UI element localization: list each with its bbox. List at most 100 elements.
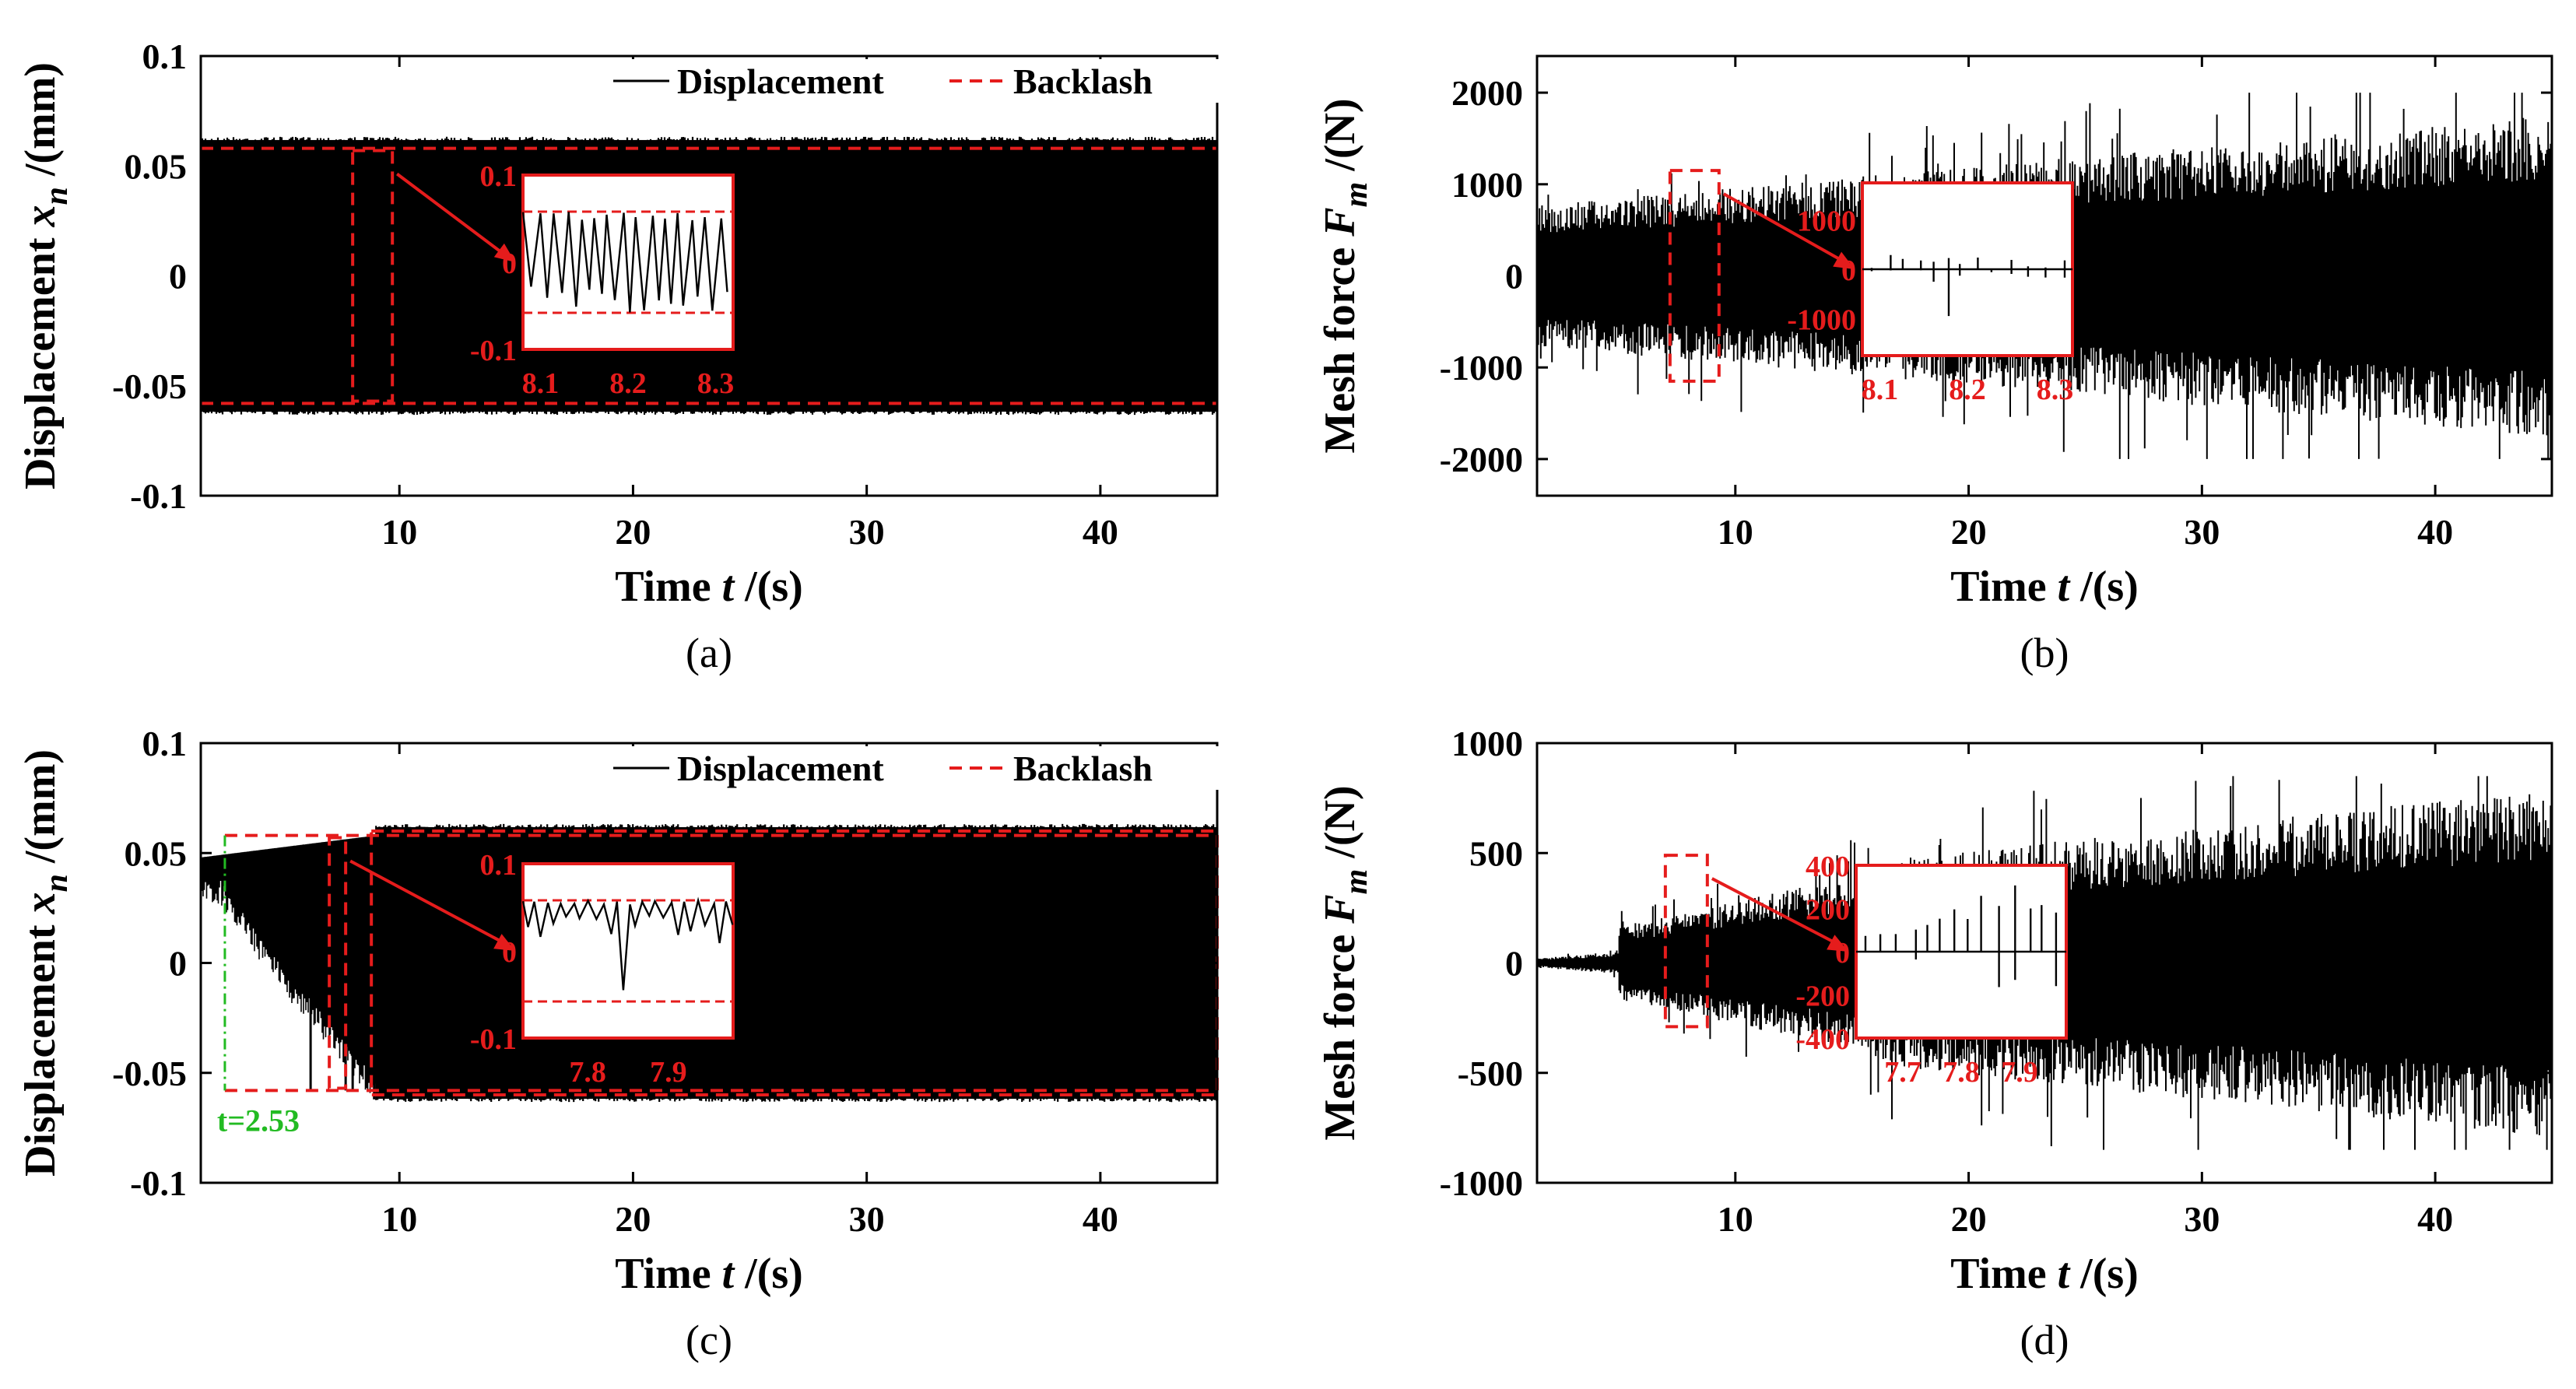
panel-caption: (d) xyxy=(2020,1317,2069,1363)
x-axis-label-unit: /(s) xyxy=(734,563,803,611)
inset-x-tick-label: 7.7 xyxy=(1884,1056,1921,1089)
x-axis-label-var: t xyxy=(722,1250,735,1298)
zoom-arrowhead xyxy=(1827,935,1848,952)
legend-entry-displacement: Displacement xyxy=(677,749,884,788)
x-axis-label-text: Time xyxy=(1950,1250,2057,1298)
x-tick-label: 20 xyxy=(1951,512,1987,552)
zoom-arrowhead xyxy=(493,243,515,262)
inset-x-tick-label: 8.3 xyxy=(2037,374,2074,406)
x-tick-label: 30 xyxy=(2184,512,2220,552)
x-axis-label-text: Time xyxy=(615,563,721,611)
x-axis-label-unit: /(s) xyxy=(2069,1250,2139,1298)
legend-entry-backlash: Backlash xyxy=(1013,749,1153,788)
y-axis-label: Displacement xn /(mm) xyxy=(16,62,75,489)
inset-y-tick-label: -0.1 xyxy=(470,1023,517,1056)
y-axis-label-unit: /(mm) xyxy=(16,62,65,187)
y-tick-label: 2000 xyxy=(1451,73,1523,113)
y-axis-label-var: x xyxy=(16,893,65,915)
y-tick-label: 1000 xyxy=(1451,724,1523,763)
x-axis-label-text: Time xyxy=(615,1250,721,1298)
y-tick-label: -500 xyxy=(1458,1054,1523,1093)
inset-x-tick-label: 8.2 xyxy=(1949,374,1986,406)
x-axis-label: Time t /(s) xyxy=(615,1250,803,1298)
legend-entry-displacement: Displacement xyxy=(677,61,884,101)
x-tick-label: 10 xyxy=(381,1199,417,1239)
y-axis-label: Mesh force Fm /(N) xyxy=(1316,98,1374,453)
y-axis-label: Displacement xn /(mm) xyxy=(16,749,75,1177)
y-tick-label: 0 xyxy=(1505,257,1523,296)
x-tick-label: 40 xyxy=(2417,1199,2453,1239)
inset-trace xyxy=(521,896,734,991)
zoom-arrow xyxy=(1711,877,1838,945)
y-axis-label-text: Displacement xyxy=(16,914,65,1177)
y-tick-label: 0.1 xyxy=(142,37,188,76)
inset-y-tick-label: 1000 xyxy=(1797,205,1856,238)
inset-trace xyxy=(521,212,728,313)
x-tick-label: 10 xyxy=(1718,512,1753,552)
zoom-arrow xyxy=(349,859,505,945)
y-tick-label: -0.1 xyxy=(130,476,187,516)
x-tick-label: 20 xyxy=(615,512,651,552)
x-axis-label-unit: /(s) xyxy=(2069,563,2139,611)
y-tick-label: 0.05 xyxy=(125,833,188,873)
x-axis-label-text: Time xyxy=(1950,563,2057,611)
y-axis-label-unit: /(mm) xyxy=(16,749,65,874)
panel-a: 10 20 30 40 0.1 0.05 0 -0.05 -0.1 Time t /(s) Disp… xyxy=(16,37,1223,676)
y-axis-label-sub: n xyxy=(39,187,75,205)
x-tick-label: 40 xyxy=(1083,512,1118,552)
y-axis-label-sub: n xyxy=(39,874,75,892)
zoom-arrowhead xyxy=(1833,251,1855,269)
inset-y-tick-label: -200 xyxy=(1795,980,1850,1013)
y-tick-label: 500 xyxy=(1469,833,1523,873)
y-tick-label: 0.1 xyxy=(142,724,188,763)
x-axis-label: Time t /(s) xyxy=(615,563,803,611)
inset: 8.1 8.2 8.30.10-0.1 xyxy=(470,160,735,400)
y-tick-label: 1000 xyxy=(1451,165,1523,205)
panel-c: t=2.53 10 20 30 40 0.1 0.05 0 -0.05 -0.1 Time t /(… xyxy=(16,724,1223,1363)
inset: 7.8 7.90.10-0.1 xyxy=(470,849,735,1089)
x-axis-label: Time t /(s) xyxy=(1950,563,2139,611)
inset-trace xyxy=(1870,254,2066,317)
panel-d: 10 20 30 40 1000 500 0 -500 -1000 Time t /(s) Mesh… xyxy=(1316,724,2553,1363)
inset-x-tick-label: 8.1 xyxy=(522,367,560,400)
inset-y-tick-label: 400 xyxy=(1806,851,1850,883)
y-axis-label: Mesh force Fm /(N) xyxy=(1316,785,1374,1140)
x-tick-label: 20 xyxy=(615,1199,651,1239)
zoom-box xyxy=(1663,854,1709,1029)
panel-b: 10 20 30 40 2000 1000 0 -1000 -2000 Time t /(s) Me… xyxy=(1316,54,2553,676)
legend-entry-backlash: Backlash xyxy=(1013,61,1153,101)
panel-caption: (b) xyxy=(2020,630,2069,676)
inset-y-tick-label: 0.1 xyxy=(480,849,518,882)
y-tick-label: 0 xyxy=(169,944,187,984)
y-axis-label-text: Mesh force xyxy=(1316,237,1364,454)
x-axis-label-var: t xyxy=(722,563,735,611)
zoom-box xyxy=(328,836,348,1090)
displacement-transient xyxy=(201,835,377,1100)
panel-caption: (a) xyxy=(686,630,732,676)
inset-x-tick-label: 8.1 xyxy=(1862,374,1899,406)
inset-y-tick-label: -1000 xyxy=(1787,303,1856,336)
zoom-arrowhead xyxy=(493,934,515,951)
zoom-box xyxy=(351,149,395,403)
y-tick-label: 0 xyxy=(169,257,187,296)
inset-x-tick-label: 8.3 xyxy=(697,367,735,400)
inset-y-tick-label: 200 xyxy=(1806,894,1850,927)
legend-box xyxy=(604,746,1223,790)
y-tick-label: -1000 xyxy=(1440,1163,1523,1203)
x-tick-label: 20 xyxy=(1951,1199,1987,1239)
y-tick-label: 0.05 xyxy=(125,146,188,186)
marker-label: t=2.53 xyxy=(217,1103,300,1138)
y-axis-label-unit: /(N) xyxy=(1316,785,1364,868)
y-tick-label: -2000 xyxy=(1440,440,1523,479)
x-axis-label-unit: /(s) xyxy=(734,1250,803,1298)
zoom-arrow xyxy=(395,172,506,256)
y-axis-label-text: Mesh force xyxy=(1316,924,1364,1141)
y-axis-label-var: F xyxy=(1316,894,1364,924)
zoom-arrow xyxy=(1722,192,1844,263)
legend-box xyxy=(604,59,1223,103)
y-tick-label: -0.05 xyxy=(112,1054,187,1093)
inset-x-tick-label: 7.9 xyxy=(2001,1056,2038,1089)
zoom-box xyxy=(1668,169,1721,383)
